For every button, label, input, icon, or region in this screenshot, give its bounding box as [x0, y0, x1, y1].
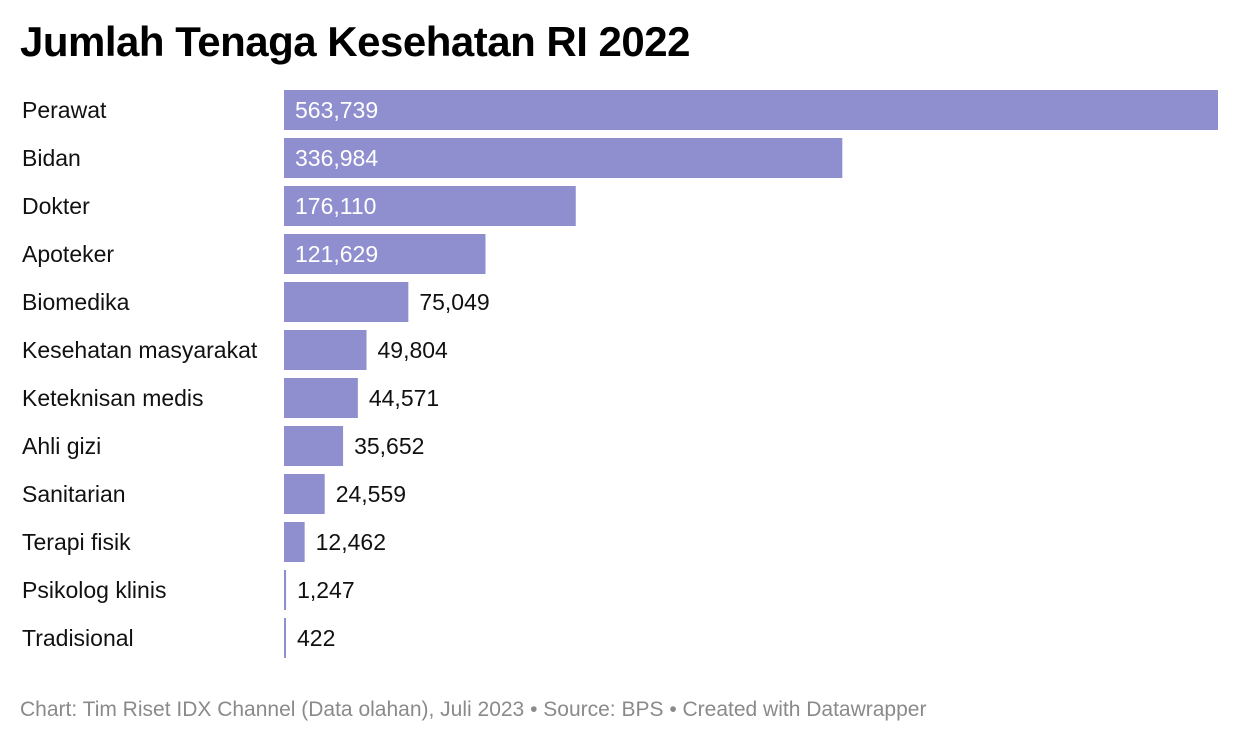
category-label-dokter: Dokter [22, 193, 90, 219]
category-label-biomedika: Biomedika [22, 289, 130, 315]
category-label-tradisional: Tradisional [22, 625, 134, 651]
chart-footer: Chart: Tim Riset IDX Channel (Data olaha… [20, 698, 927, 721]
bar-sanitarian [284, 474, 325, 514]
category-label-bidan: Bidan [22, 145, 81, 171]
bar-chart: Perawat 563,739 Bidan 336,984 Dokter 176,110 A… [22, 90, 1218, 658]
value-label-kesehatan-masyarakat: 49,804 [378, 337, 449, 363]
chart-title: Jumlah Tenaga Kesehatan RI 2022 [20, 18, 691, 65]
value-label-apoteker: 121,629 [295, 241, 378, 267]
category-label-apoteker: Apoteker [22, 241, 114, 267]
category-label-psikolog-klinis: Psikolog klinis [22, 577, 166, 603]
bar-psikolog-klinis [284, 570, 287, 610]
value-label-bidan: 336,984 [295, 145, 378, 171]
value-label-terapi-fisik: 12,462 [316, 529, 386, 555]
value-label-psikolog-klinis: 1,247 [297, 577, 355, 603]
category-label-terapi-fisik: Terapi fisik [22, 529, 131, 555]
bar-keteknisan-medis [284, 378, 358, 418]
bar-terapi-fisik [284, 522, 305, 562]
bar-dokter [284, 186, 576, 226]
category-label-perawat: Perawat [22, 97, 107, 123]
bar-kesehatan-masyarakat [284, 330, 367, 370]
category-label-ahli-gizi: Ahli gizi [22, 433, 101, 459]
bar-biomedika [284, 282, 409, 322]
value-label-ahli-gizi: 35,652 [354, 433, 424, 459]
bar-ahli-gizi [284, 426, 344, 466]
category-label-keteknisan-medis: Keteknisan medis [22, 385, 204, 411]
value-label-dokter: 176,110 [295, 193, 376, 219]
bar-tradisional [284, 618, 286, 658]
value-label-tradisional: 422 [297, 625, 335, 651]
bar-bidan [284, 138, 843, 178]
value-label-perawat: 563,739 [295, 97, 378, 123]
value-label-keteknisan-medis: 44,571 [369, 385, 439, 411]
category-label-kesehatan-masyarakat: Kesehatan masyarakat [22, 337, 258, 363]
value-label-sanitarian: 24,559 [336, 481, 406, 507]
bar-perawat [284, 90, 1218, 130]
value-label-biomedika: 75,049 [419, 289, 489, 315]
category-label-sanitarian: Sanitarian [22, 481, 126, 507]
bar-apoteker [284, 234, 486, 274]
